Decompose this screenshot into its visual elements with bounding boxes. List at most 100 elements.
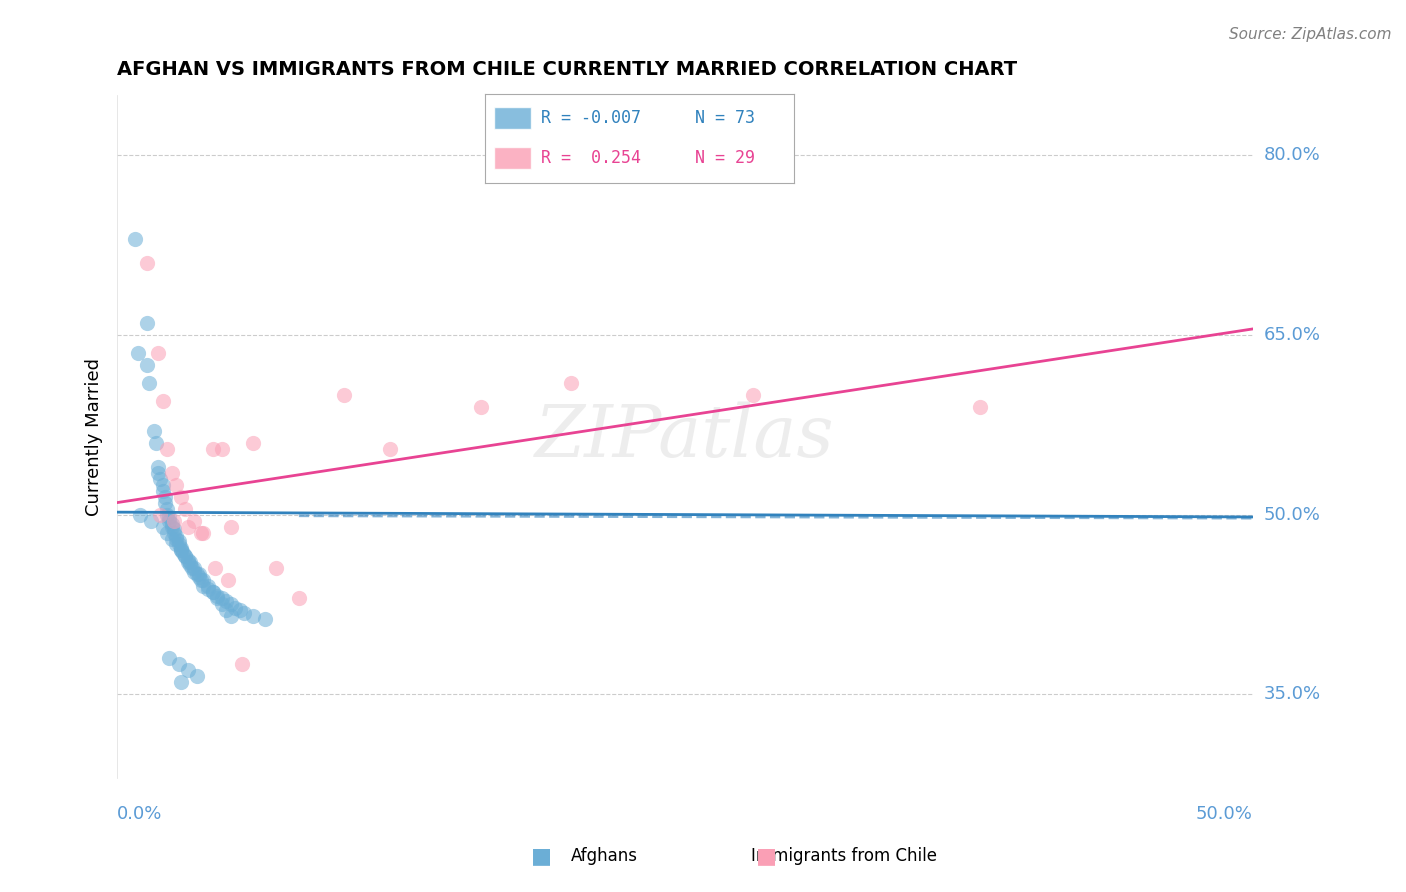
Point xyxy=(186,567,208,582)
Point xyxy=(211,598,233,612)
Point xyxy=(264,561,287,575)
Point xyxy=(183,565,205,579)
Point xyxy=(146,466,169,480)
Point xyxy=(217,574,239,588)
Point xyxy=(160,519,183,533)
Text: 65.0%: 65.0% xyxy=(1264,326,1322,344)
Text: ■: ■ xyxy=(531,847,551,866)
Point xyxy=(193,579,215,593)
Point xyxy=(135,358,157,372)
Point xyxy=(145,435,167,450)
Point xyxy=(170,543,193,558)
Point xyxy=(219,609,242,624)
Y-axis label: Currently Married: Currently Married xyxy=(86,358,103,516)
FancyBboxPatch shape xyxy=(495,147,531,169)
Point xyxy=(146,459,169,474)
Point xyxy=(211,442,233,456)
Point xyxy=(124,232,146,246)
Point xyxy=(138,376,160,390)
Point xyxy=(201,442,224,456)
Point xyxy=(470,400,492,414)
Point xyxy=(160,466,183,480)
Point xyxy=(176,519,198,533)
Point xyxy=(149,472,172,486)
Point xyxy=(157,651,180,665)
Point xyxy=(197,579,219,593)
Point xyxy=(211,591,233,606)
Text: ■: ■ xyxy=(756,847,776,866)
Text: 0.0%: 0.0% xyxy=(117,805,163,823)
Text: N = 73: N = 73 xyxy=(696,109,755,128)
Point xyxy=(163,514,186,528)
Text: 50.0%: 50.0% xyxy=(1264,506,1320,524)
Point xyxy=(288,591,311,606)
Point xyxy=(174,549,197,564)
Text: Source: ZipAtlas.com: Source: ZipAtlas.com xyxy=(1229,27,1392,42)
Point xyxy=(183,514,205,528)
Point xyxy=(201,585,224,599)
Text: Immigrants from Chile: Immigrants from Chile xyxy=(751,847,936,865)
Point xyxy=(193,525,215,540)
Point xyxy=(153,495,176,509)
Text: Afghans: Afghans xyxy=(571,847,638,865)
Point xyxy=(165,537,187,551)
Point xyxy=(163,522,186,536)
Point xyxy=(141,514,163,528)
Point xyxy=(190,574,212,588)
Point xyxy=(152,519,174,533)
Point xyxy=(378,442,401,456)
Point xyxy=(176,556,198,570)
Point xyxy=(219,519,242,533)
Text: ZIPatlas: ZIPatlas xyxy=(536,401,835,472)
Point xyxy=(157,514,180,528)
Point xyxy=(224,601,246,615)
Point xyxy=(153,490,176,504)
Text: 35.0%: 35.0% xyxy=(1264,685,1322,703)
Point xyxy=(127,346,149,360)
Point xyxy=(135,316,157,330)
Point xyxy=(215,603,238,617)
Point xyxy=(229,603,252,617)
Point xyxy=(176,553,198,567)
Point xyxy=(215,594,238,608)
Point xyxy=(146,346,169,360)
Point xyxy=(135,256,157,270)
Point xyxy=(165,532,187,546)
Point xyxy=(197,582,219,596)
Point xyxy=(205,591,228,606)
Point xyxy=(163,525,186,540)
Point xyxy=(149,508,172,522)
Point xyxy=(165,477,187,491)
FancyBboxPatch shape xyxy=(495,107,531,129)
Point xyxy=(160,517,183,532)
Point xyxy=(186,669,208,683)
Point xyxy=(157,510,180,524)
Point xyxy=(167,537,190,551)
Point xyxy=(253,612,276,626)
Point xyxy=(172,546,194,560)
Point xyxy=(233,606,256,620)
Point xyxy=(179,558,201,572)
Point xyxy=(190,525,212,540)
Point xyxy=(129,508,152,522)
Point xyxy=(170,541,193,555)
Point xyxy=(170,543,193,558)
Point xyxy=(156,508,179,522)
Point xyxy=(201,585,224,599)
Point xyxy=(187,570,209,584)
Point xyxy=(183,561,205,575)
Point xyxy=(152,393,174,408)
Point xyxy=(170,675,193,690)
Point xyxy=(193,574,215,588)
Point xyxy=(231,657,253,672)
Point xyxy=(187,567,209,582)
Text: AFGHAN VS IMMIGRANTS FROM CHILE CURRENTLY MARRIED CORRELATION CHART: AFGHAN VS IMMIGRANTS FROM CHILE CURRENTL… xyxy=(117,60,1018,78)
Point xyxy=(156,442,179,456)
Point xyxy=(167,657,190,672)
Point xyxy=(179,556,201,570)
Point xyxy=(167,533,190,548)
Text: R =  0.254: R = 0.254 xyxy=(541,149,641,168)
Point xyxy=(242,609,264,624)
Point xyxy=(156,501,179,516)
Point xyxy=(742,388,765,402)
